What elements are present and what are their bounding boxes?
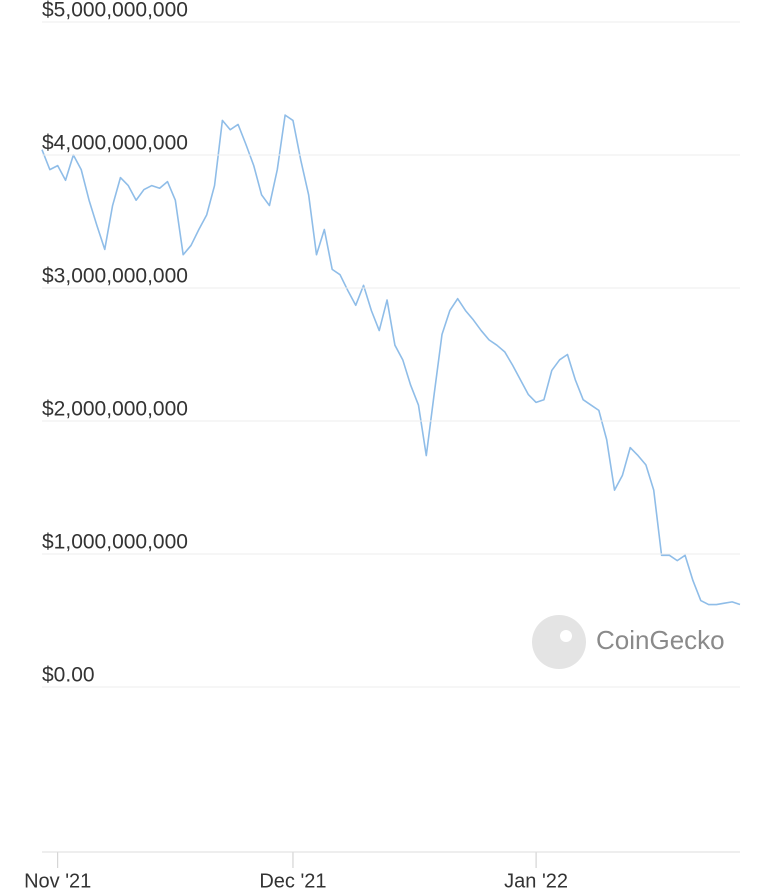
y-tick-label: $2,000,000,000 bbox=[42, 398, 188, 421]
watermark-logo-eye bbox=[560, 630, 572, 642]
x-tick-label: Jan '22 bbox=[504, 870, 568, 892]
y-tick-label: $5,000,000,000 bbox=[42, 0, 188, 22]
y-tick-label: $4,000,000,000 bbox=[42, 132, 188, 155]
watermark: CoinGecko bbox=[532, 615, 725, 669]
watermark-logo bbox=[532, 615, 586, 669]
x-tick-label: Nov '21 bbox=[24, 870, 91, 892]
watermark-text: CoinGecko bbox=[596, 625, 725, 655]
line-series bbox=[41, 114, 741, 606]
y-tick-label: $3,000,000,000 bbox=[42, 265, 188, 288]
y-tick-label: $1,000,000,000 bbox=[42, 531, 188, 554]
y-tick-label: $0.00 bbox=[42, 664, 95, 687]
x-tick-label: Dec '21 bbox=[259, 870, 326, 892]
